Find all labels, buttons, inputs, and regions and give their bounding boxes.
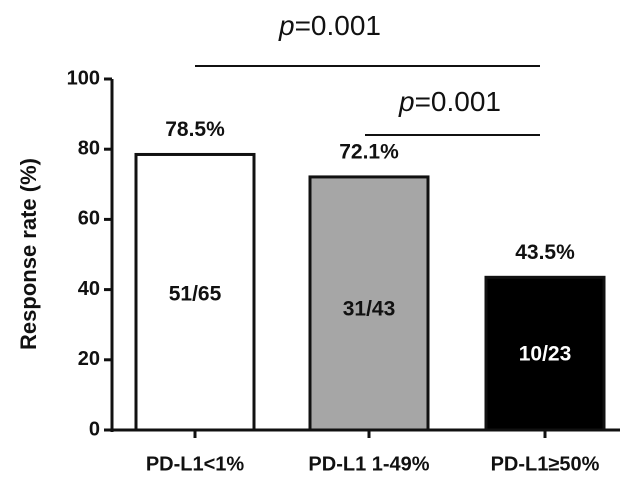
x-tick-label: PD-L1≥50% (491, 453, 600, 475)
p-symbol: p (278, 10, 295, 41)
p-number: =0.001 (415, 86, 501, 117)
y-tick-label: 20 (78, 348, 100, 370)
x-tick-label: PD-L1 1-49% (308, 453, 429, 475)
y-axis-title: Response rate (%) (16, 158, 41, 350)
p-symbol: p (398, 86, 415, 117)
value-label: 72.1% (339, 140, 399, 163)
count-label: 31/43 (343, 298, 396, 321)
value-label: 78.5% (165, 118, 225, 141)
count-label: 10/23 (519, 343, 572, 366)
value-label: 43.5% (515, 241, 575, 264)
p-value: p=0.001 (398, 86, 501, 117)
x-tick-label: PD-L1<1% (146, 453, 245, 475)
bar (308, 175, 430, 432)
y-tick-label: 40 (78, 278, 100, 300)
count-label: 51/65 (169, 283, 222, 306)
y-tick-label: 80 (78, 137, 100, 159)
y-tick-label: 0 (89, 418, 100, 440)
bar (134, 152, 256, 432)
p-number: =0.001 (295, 10, 381, 41)
y-tick-label: 100 (67, 67, 100, 89)
p-value: p=0.001 (278, 10, 381, 41)
y-tick-label: 60 (78, 208, 100, 230)
